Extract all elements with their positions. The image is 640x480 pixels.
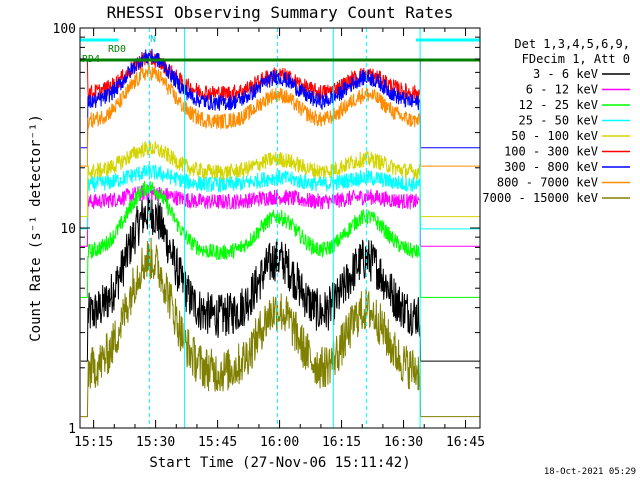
legend-entry-label: 7000 - 15000 keV xyxy=(482,191,598,205)
y-axis-label: Count Rate (s⁻¹ detector⁻¹) xyxy=(28,114,44,342)
legend-entry-label: 100 - 300 keV xyxy=(504,145,598,159)
legend-entry-label: 3 - 6 keV xyxy=(533,67,598,81)
series-layer xyxy=(80,48,480,418)
series-line-3 xyxy=(80,180,480,298)
generation-timestamp: 18-Oct-2021 05:29 xyxy=(544,467,636,477)
n-label: N xyxy=(150,34,156,45)
series-line-5 xyxy=(80,140,480,218)
axis-ticks: 15:15 15:30 15:45 16:00 16:15 16:30 16:45 1 10 10… xyxy=(53,22,486,450)
x-tick-label: 16:15 xyxy=(322,435,361,450)
x-tick-label: 16:00 xyxy=(260,435,299,450)
x-tick-label: 15:45 xyxy=(198,435,237,450)
legend-entry-label: 12 - 25 keV xyxy=(519,98,598,112)
legend-entry-label: 800 - 7000 keV xyxy=(497,176,598,190)
series-line-4 xyxy=(80,164,480,230)
x-tick-label: 16:45 xyxy=(446,435,485,450)
legend-entry-label: 6 - 12 keV xyxy=(526,83,598,97)
rd4-label: RD4 xyxy=(82,54,100,65)
legend-header-detectors: Det 1,3,4,5,6,9, xyxy=(514,37,630,51)
x-axis-label: Start Time (27-Nov-06 15:11:42) xyxy=(149,455,410,471)
legend-entry-label: 25 - 50 keV xyxy=(519,114,598,128)
marker-layer: RD0 RD4 N xyxy=(80,28,480,428)
series-line-2 xyxy=(80,185,480,247)
legend: Det 1,3,4,5,6,9, FDecim 1, Att 0 3 - 6 k… xyxy=(482,37,630,205)
chart-title: RHESSI Observing Summary Count Rates xyxy=(107,3,454,22)
series-line-1 xyxy=(80,191,480,362)
x-tick-label: 16:30 xyxy=(384,435,423,450)
rd0-label: RD0 xyxy=(108,44,126,55)
x-tick-label: 15:30 xyxy=(136,435,175,450)
y-tick-label: 100 xyxy=(53,22,76,37)
series-line-9 xyxy=(80,237,480,418)
y-tick-label: 1 xyxy=(68,422,76,437)
x-tick-label: 15:15 xyxy=(74,435,113,450)
legend-header-decimation: FDecim 1, Att 0 xyxy=(522,52,630,66)
series-line-8 xyxy=(80,64,480,167)
legend-entry-label: 50 - 100 keV xyxy=(511,129,598,143)
legend-entry-label: 300 - 800 keV xyxy=(504,160,598,174)
y-tick-label: 10 xyxy=(60,222,76,237)
